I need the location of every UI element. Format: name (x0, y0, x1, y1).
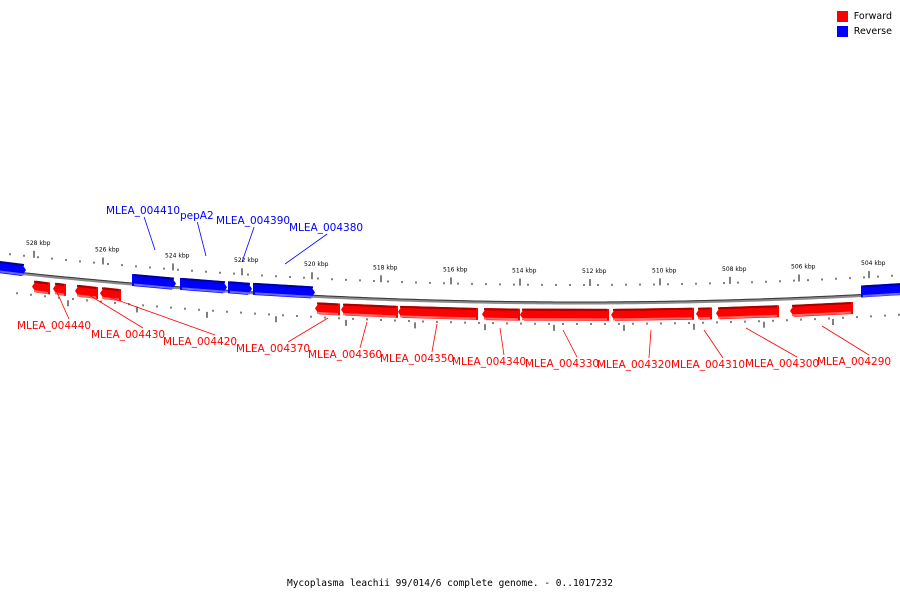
gene-shade (717, 305, 778, 310)
gene-shade (229, 281, 251, 285)
tick-label: 512 kbp (582, 268, 607, 275)
gene-leader-line (431, 323, 438, 353)
gene-shade (483, 308, 519, 311)
gene-highlight (862, 292, 900, 298)
gene-highlight (254, 292, 314, 298)
tick-label: 508 kbp (722, 266, 747, 273)
tick-label: 514 kbp (512, 268, 537, 275)
gene-leader-line (83, 291, 144, 329)
gene-label[interactable]: MLEA_004440 (17, 320, 91, 332)
gene-leader-line (703, 329, 724, 359)
gene-shade (181, 277, 226, 284)
tick-label: 522 kbp (234, 257, 259, 264)
gene-label[interactable]: MLEA_004370 (236, 343, 310, 355)
tick-label: 516 kbp (443, 266, 468, 273)
gene-label[interactable]: MLEA_004380 (289, 222, 363, 234)
gene-label[interactable]: MLEA_004360 (308, 349, 382, 361)
gene-shade (612, 307, 693, 311)
gene-highlight (612, 317, 693, 321)
gene-label[interactable]: MLEA_004430 (91, 329, 165, 341)
genome-caption: Mycoplasma leachii 99/014/6 complete gen… (286, 578, 613, 589)
tick-label: 524 kbp (165, 252, 190, 259)
gene-shade (399, 305, 477, 311)
gene-highlight (791, 311, 852, 317)
gene-shade (862, 283, 900, 288)
gene-shade (791, 301, 852, 307)
gene-highlight (181, 287, 226, 293)
tick-label: 526 kbp (95, 246, 120, 253)
gene-leader-line (287, 317, 329, 343)
gene-highlight (399, 315, 477, 320)
gene-leader-line (55, 289, 70, 320)
tick-label: 506 kbp (791, 263, 816, 270)
gene-shade (0, 261, 25, 266)
gene-shade (54, 282, 65, 287)
gene-leader-line (143, 216, 156, 251)
tick-label: 510 kbp (652, 267, 677, 274)
tick-label: 520 kbp (304, 261, 329, 268)
gene-label[interactable]: MLEA_004410 (106, 205, 180, 217)
gene-label[interactable]: MLEA_004300 (745, 358, 819, 370)
gene-leader-line (241, 226, 255, 263)
gene-label[interactable]: MLEA_004350 (380, 353, 454, 365)
gene-leader-line (648, 329, 652, 359)
gene-label[interactable]: MLEA_004330 (525, 358, 599, 370)
gene-highlight (229, 290, 251, 295)
gene-arrow[interactable] (482, 308, 520, 321)
gene-leader-line (562, 329, 578, 358)
gene-shade (316, 302, 339, 306)
gene-label[interactable]: MLEA_004310 (671, 359, 745, 371)
gene-leader-line (105, 295, 216, 336)
gene-label[interactable]: MLEA_004420 (163, 336, 237, 348)
gene-features (0, 261, 900, 321)
gene-highlight (133, 283, 175, 290)
gene-label[interactable]: MLEA_004340 (452, 356, 526, 368)
gene-highlight (54, 292, 65, 296)
gene-leader-line (284, 233, 328, 265)
reverse-label: Reverse (853, 26, 892, 37)
gene-label[interactable]: MLEA_004390 (216, 215, 290, 227)
legend: Forward Reverse (836, 9, 892, 39)
reverse-swatch (836, 26, 848, 37)
gene-leader-line (745, 327, 798, 358)
gene-highlight (717, 314, 778, 319)
scale-ticks: 528 kbp 526 kbp 524 kbp 522 kbp 520 kbp 518 k… (9, 240, 900, 331)
gene-highlight (316, 311, 339, 316)
gene-arrow[interactable] (520, 308, 609, 321)
gene-highlight (0, 270, 25, 276)
gene-shade (76, 284, 97, 290)
gene-highlight (342, 313, 397, 318)
gene-leader-line (196, 221, 207, 257)
gene-shade (33, 280, 49, 285)
forward-label: Forward (853, 11, 892, 22)
gene-shade (101, 287, 120, 292)
gene-leader-line (499, 327, 505, 356)
tick-label: 504 kbp (861, 260, 886, 267)
gene-shade (254, 282, 314, 289)
gene-shade (342, 303, 397, 308)
legend-item-forward: Forward (836, 9, 892, 24)
gene-arrow[interactable] (696, 307, 712, 320)
tick-label: 528 kbp (26, 240, 51, 247)
gene-highlight (483, 317, 519, 321)
gene-label[interactable]: MLEA_004320 (597, 359, 671, 371)
gene-leader-line (821, 325, 870, 356)
gene-leader-line (359, 321, 368, 349)
gene-highlight (33, 290, 49, 294)
legend-item-reverse: Reverse (836, 24, 892, 39)
gene-label[interactable]: MLEA_004290 (817, 356, 891, 368)
tick-label: 518 kbp (373, 264, 398, 271)
forward-swatch (836, 11, 848, 22)
gene-shade (133, 274, 175, 280)
gene-label[interactable]: pepA2 (180, 210, 214, 222)
